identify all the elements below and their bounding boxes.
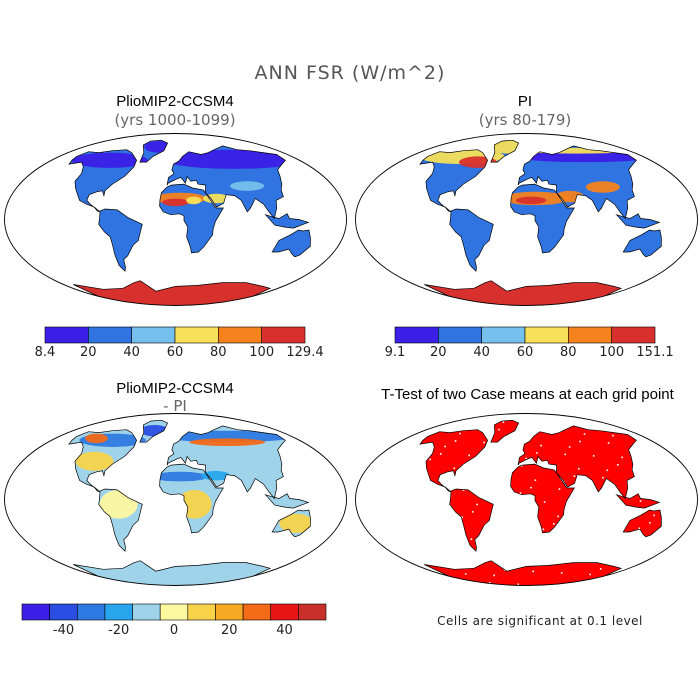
coastline-greenland xyxy=(490,139,520,163)
coastline-australia xyxy=(271,509,311,538)
colorbar-swatch xyxy=(44,326,89,344)
coastline-australia xyxy=(622,509,662,538)
coastline-greenland xyxy=(139,139,169,163)
colorbar-swatch xyxy=(215,603,244,621)
coastline-indonesia xyxy=(264,213,310,229)
colorbar-pi-labels: 9.1 20 40 60 80 100 151.1 xyxy=(385,345,674,361)
colorbar-swatch xyxy=(611,326,656,344)
colorbar-tick: -40 xyxy=(52,623,75,638)
colorbar-swatch xyxy=(242,603,272,621)
colorbar-swatch xyxy=(438,326,482,344)
colorbar-swatch xyxy=(132,603,161,621)
panel-title-pliomip: PlioMIP2-CCSM4 xyxy=(116,93,234,110)
colorbar-tick: 80 xyxy=(210,345,227,360)
colorbar-tick: -20 xyxy=(108,623,130,638)
coastline-indonesia xyxy=(264,493,310,509)
colorbar-swatch xyxy=(270,603,299,621)
colorbar-swatch xyxy=(174,326,219,344)
panel-subtitle-pliomip: (yrs 1000-1099) xyxy=(114,111,236,129)
colorbar-tick: 60 xyxy=(516,345,534,360)
colorbar-tick: 100 xyxy=(249,345,275,360)
colorbar-tick: 40 xyxy=(276,623,293,638)
colorbar-tick: 0 xyxy=(169,623,179,638)
colorbar-swatch xyxy=(394,326,439,344)
colorbar-tick: 20 xyxy=(430,345,447,360)
coastline-south-america xyxy=(98,208,143,272)
coastline-north-america xyxy=(419,429,488,493)
map-ttest xyxy=(355,413,698,586)
colorbar-swatch xyxy=(76,603,106,621)
colorbar-swatch xyxy=(481,326,526,344)
significance-note: Cells are significant at 0.1 level xyxy=(437,614,643,628)
coastline-indonesia xyxy=(615,213,661,229)
panel-title-diff: PlioMIP2-CCSM4 xyxy=(116,380,234,397)
colorbar-tick: 9.1 xyxy=(384,345,406,360)
panel-title-pi: PI xyxy=(517,93,533,110)
coastline-south-america xyxy=(449,488,494,552)
colorbar-swatch xyxy=(187,603,216,621)
colorbar-swatch xyxy=(298,603,327,621)
colorbar-pliomip-labels: 8.4 20 40 60 80 100 129.4 xyxy=(35,345,324,361)
colorbar-swatch xyxy=(21,603,50,621)
coastline-north-america xyxy=(68,149,137,213)
coastline-eurasia xyxy=(166,425,286,500)
coastline-australia xyxy=(271,229,311,258)
map-border xyxy=(355,413,698,586)
coastline-eurasia xyxy=(166,145,286,220)
colorbar-tick: 60 xyxy=(166,345,184,360)
map-pi xyxy=(355,133,698,306)
coastline-north-america xyxy=(419,149,488,213)
colorbar-tick: 151.1 xyxy=(636,345,674,360)
colorbar-swatch xyxy=(88,326,132,344)
panel-subtitle-pi: (yrs 80-179) xyxy=(478,111,572,129)
panel-title-ttest: T-Test of two Case means at each grid po… xyxy=(381,386,674,403)
coastline-africa xyxy=(510,463,575,534)
map-diff xyxy=(4,413,347,586)
colorbar-tick: 100 xyxy=(599,345,625,360)
colorbar-swatch xyxy=(49,603,78,621)
map-pliomip xyxy=(4,133,347,306)
coastline-south-america xyxy=(98,488,143,552)
colorbar-tick: 129.4 xyxy=(286,345,324,360)
figure-title: ANN FSR (W/m^2) xyxy=(254,62,446,84)
coastline-greenland xyxy=(490,419,520,443)
coastline-africa xyxy=(159,183,224,254)
map-border xyxy=(355,133,698,306)
colorbar-swatch xyxy=(159,603,189,621)
map-border xyxy=(4,413,347,586)
colorbar-tick: 40 xyxy=(123,345,140,360)
colorbar-swatch xyxy=(218,326,262,344)
colorbar-tick: 40 xyxy=(473,345,490,360)
colorbar-pi xyxy=(394,326,656,344)
colorbar-swatch xyxy=(261,326,306,344)
coastline-eurasia xyxy=(517,145,637,220)
colorbar-swatch xyxy=(568,326,612,344)
coastline-africa xyxy=(510,183,575,254)
colorbar-swatch xyxy=(104,603,133,621)
colorbar-swatch xyxy=(524,326,569,344)
coastline-eurasia xyxy=(517,425,637,500)
panel-subtitle-diff: - PI xyxy=(163,397,187,415)
colorbar-tick: 20 xyxy=(80,345,97,360)
coastline-south-america xyxy=(449,208,494,272)
coastline-australia xyxy=(622,229,662,258)
coastline-africa xyxy=(159,463,224,534)
colorbar-diff xyxy=(21,603,327,621)
coastline-indonesia xyxy=(615,493,661,509)
coastline-north-america xyxy=(68,429,137,493)
colorbar-tick: 20 xyxy=(221,623,238,638)
colorbar-swatch xyxy=(131,326,176,344)
map-border xyxy=(4,133,347,306)
colorbar-tick: 80 xyxy=(560,345,577,360)
colorbar-pliomip xyxy=(44,326,306,344)
colorbar-diff-labels: -40 -20 0 20 40 xyxy=(22,623,326,639)
coastline-greenland xyxy=(139,419,169,443)
colorbar-tick: 8.4 xyxy=(34,345,56,360)
